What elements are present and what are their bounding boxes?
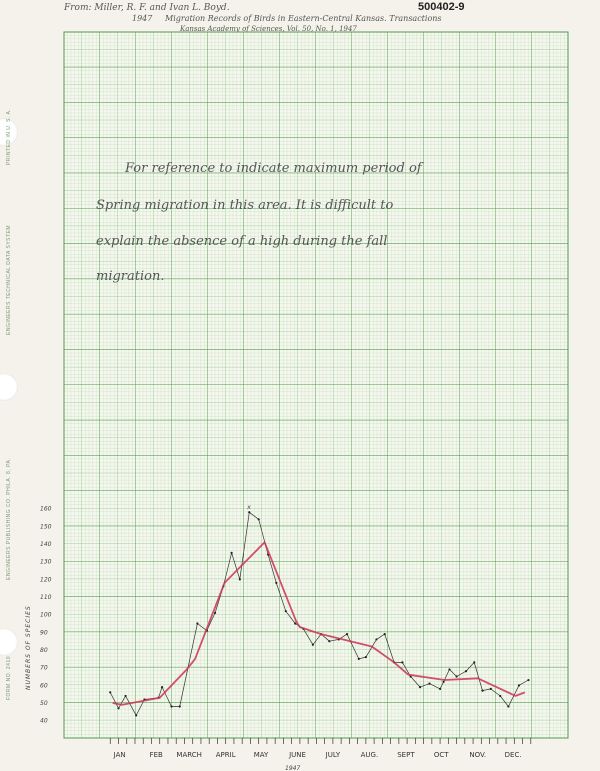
data-point [489,687,492,690]
x-tick-label: JUNE [288,751,306,759]
data-point [455,675,458,678]
data-point [294,622,297,625]
x-tick-label: AUG. [361,751,379,759]
x-axis-label: 1947 [285,765,300,771]
data-point [499,694,502,698]
data-point [109,691,112,694]
punch-hole [0,118,18,146]
citation-line1: From: Miller, R. F. and Ivan L. Boyd. [63,3,230,13]
graph-grid [63,31,569,739]
x-tick-label: MAY [254,751,269,759]
x-tick-label: JAN [113,751,126,759]
x-tick-label: DEC. [505,751,522,759]
document-number: 500402-9 [418,1,465,13]
data-point [473,661,476,664]
annotation-mark: x [246,504,251,511]
data-point [517,684,521,687]
data-point [428,682,431,685]
data-point [375,638,378,641]
data-point [507,705,510,708]
data-point [213,611,217,615]
citation-line3: Kansas Academy of Sciences, Vol. 50, No.… [179,25,357,33]
note-line4: migration. [96,269,165,284]
data-point [160,686,164,689]
y-tick-label: 40 [40,718,48,725]
note-line3: explain the absence of a high during the… [96,234,387,249]
trend-line [112,541,526,706]
y-tick-label: 50 [40,700,48,707]
y-axis-label: NUMBERS OF SPECIES [25,605,32,690]
data-point [135,714,138,717]
data-point [464,670,468,673]
data-point [230,551,233,554]
x-tick-label: NOV. [469,751,486,759]
data-point [364,655,367,659]
x-axis-week-ticks [109,738,532,744]
data-point [328,640,331,643]
x-tick-label: OCT [434,751,449,759]
x-tick-label: FEB [150,751,163,759]
y-tick-label: 80 [40,647,48,654]
data-point [124,694,127,698]
data-point [178,705,181,708]
data-point [284,610,287,613]
y-tick-label: 140 [40,541,52,548]
x-tick-label: SEPT [397,751,415,759]
data-point [401,661,404,664]
y-tick-label: 90 [40,629,48,636]
observed-line [109,511,529,716]
data-point [442,680,445,683]
series-layer: x [109,504,530,717]
publisher-imprint: ENGINEERS PUBLISHING CO. PHILA. 8, PA. [6,458,12,580]
x-tick-label: JULY [325,751,341,759]
citation-line2: Migration Records of Birds in Eastern-Ce… [164,14,442,23]
data-point [248,511,251,514]
citation-year: 1947 [132,14,153,23]
y-tick-label: 160 [40,506,52,513]
data-point [481,689,484,692]
printed-in-usa: PRINTED IN U. S. A. [6,109,12,165]
data-point [275,581,278,585]
data-point [438,687,442,690]
note-line2: Spring migration in this area. It is dif… [96,198,393,213]
data-point [117,707,120,710]
data-point [418,686,422,689]
data-point [311,643,314,646]
x-tick-label: MARCH [176,751,202,759]
y-tick-label: 70 [40,665,48,672]
punch-hole [0,373,18,401]
technical-data-system: ENGINEERS TECHNICAL DATA SYSTEM [6,225,12,335]
note-line1: For reference to indicate maximum period… [124,161,424,176]
data-point [238,578,241,581]
y-tick-label: 120 [40,576,52,583]
y-tick-label: 100 [40,612,52,619]
data-point [345,633,349,636]
handwritten-note: For reference to indicate maximum period… [96,161,424,284]
data-point [257,518,260,521]
form-number: FORM NO. 2410 [6,656,12,700]
y-tick-label: 150 [40,523,52,530]
y-tick-label: 60 [40,682,48,689]
punch-hole [0,628,18,656]
data-point [383,633,386,636]
x-tick-labels: JAN FEB MARCH APRIL MAY JUNE JULY AUG. SEPT OCT NO… [113,751,522,759]
y-tick-label: 110 [40,594,52,601]
data-point [196,622,199,625]
y-tick-label: 130 [40,559,52,566]
data-point [357,657,360,660]
data-point [448,668,451,671]
data-point [170,705,173,708]
x-tick-label: APRIL [216,751,236,759]
y-tick-labels: 40 50 60 70 80 90 100 110 120 130 140 150 160 [40,506,52,725]
data-point [527,678,530,682]
